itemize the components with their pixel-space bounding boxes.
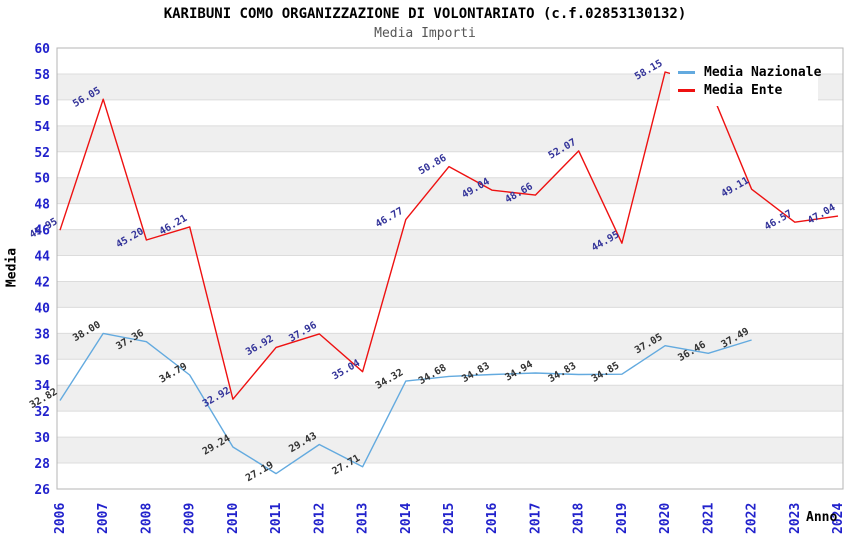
- y-tick-label: 42: [34, 275, 50, 290]
- x-tick-label: 2014: [399, 503, 414, 534]
- media-ente-line-swatch-icon: [678, 89, 695, 92]
- data-label-media-ente: 35.04: [331, 358, 363, 383]
- y-tick-label: 34: [34, 379, 50, 394]
- x-tick-label: 2010: [226, 503, 241, 534]
- y-tick-label: 46: [34, 224, 50, 239]
- y-tick-label: 40: [34, 301, 50, 316]
- x-tick-label: 2019: [615, 503, 630, 534]
- chart-subtitle: Media Importi: [374, 26, 476, 41]
- x-tick-label: 2009: [183, 503, 198, 534]
- x-tick-label: 2018: [572, 503, 587, 534]
- y-tick-label: 54: [34, 120, 50, 135]
- y-axis-title: Media: [4, 247, 20, 288]
- plot-band: [57, 177, 843, 204]
- plot-band: [57, 281, 843, 308]
- data-label-media-nazionale: 34.68: [417, 362, 449, 387]
- legend-label-media-ente: Media Ente: [704, 83, 783, 98]
- data-label-media-ente: 46.77: [374, 206, 406, 231]
- data-label-media-nazionale: 34.83: [547, 361, 579, 386]
- y-tick-label: 50: [34, 172, 50, 187]
- data-label-media-nazionale: 34.85: [590, 360, 622, 385]
- y-tick-label: 26: [34, 483, 50, 498]
- x-tick-label: 2017: [528, 503, 543, 534]
- chart-title: KARIBUNI COMO ORGANIZZAZIONE DI VOLONTAR…: [163, 6, 687, 22]
- data-label-media-nazionale: 34.79: [158, 361, 190, 386]
- x-tick-label: 2013: [356, 503, 371, 534]
- x-tick-label: 2008: [139, 503, 154, 534]
- y-tick-label: 38: [34, 327, 50, 342]
- plot-band: [57, 385, 843, 412]
- x-tick-label: 2023: [788, 503, 803, 534]
- media-nazionale-line-swatch-icon: [678, 71, 695, 74]
- legend-item-media-nazionale: Media Nazionale: [678, 65, 821, 80]
- y-tick-label: 52: [34, 146, 50, 161]
- y-tick-label: 48: [34, 198, 50, 213]
- x-tick-label: 2006: [53, 503, 68, 534]
- data-label-media-nazionale: 34.94: [503, 359, 535, 384]
- x-tick-label: 2021: [701, 503, 716, 534]
- plot-band: [57, 125, 843, 152]
- y-tick-label: 56: [34, 94, 50, 109]
- y-tick-label: 32: [34, 405, 50, 420]
- x-tick-label: 2015: [442, 503, 457, 534]
- plot-band: [57, 437, 843, 464]
- x-tick-label: 2012: [312, 503, 327, 534]
- plot-band: [57, 333, 843, 360]
- x-tick-label: 2016: [485, 503, 500, 534]
- x-tick-label: 2007: [96, 503, 111, 534]
- y-tick-label: 28: [34, 457, 50, 472]
- data-label-media-ente: 47.04: [806, 202, 838, 227]
- y-tick-label: 30: [34, 431, 50, 446]
- y-tick-label: 44: [34, 250, 50, 265]
- x-tick-label: 2020: [658, 503, 673, 534]
- y-tick-label: 36: [34, 353, 50, 368]
- data-label-media-nazionale: 34.83: [460, 361, 492, 386]
- plot-border: [56, 47, 844, 490]
- plot-band: [57, 229, 843, 256]
- legend-label-media-nazionale: Media Nazionale: [704, 65, 822, 80]
- series-line-media-nazionale: [59, 332, 752, 475]
- x-tick-label: 2024: [831, 503, 846, 534]
- x-axis-title: Anno: [806, 510, 838, 525]
- x-tick-label: 2011: [269, 503, 284, 534]
- legend: Media Nazionale Media Ente: [670, 57, 821, 106]
- legend-item-media-ente: Media Ente: [678, 83, 812, 98]
- x-tick-label: 2022: [745, 503, 760, 534]
- y-tick-label: 58: [34, 68, 50, 83]
- y-tick-label: 60: [34, 42, 50, 57]
